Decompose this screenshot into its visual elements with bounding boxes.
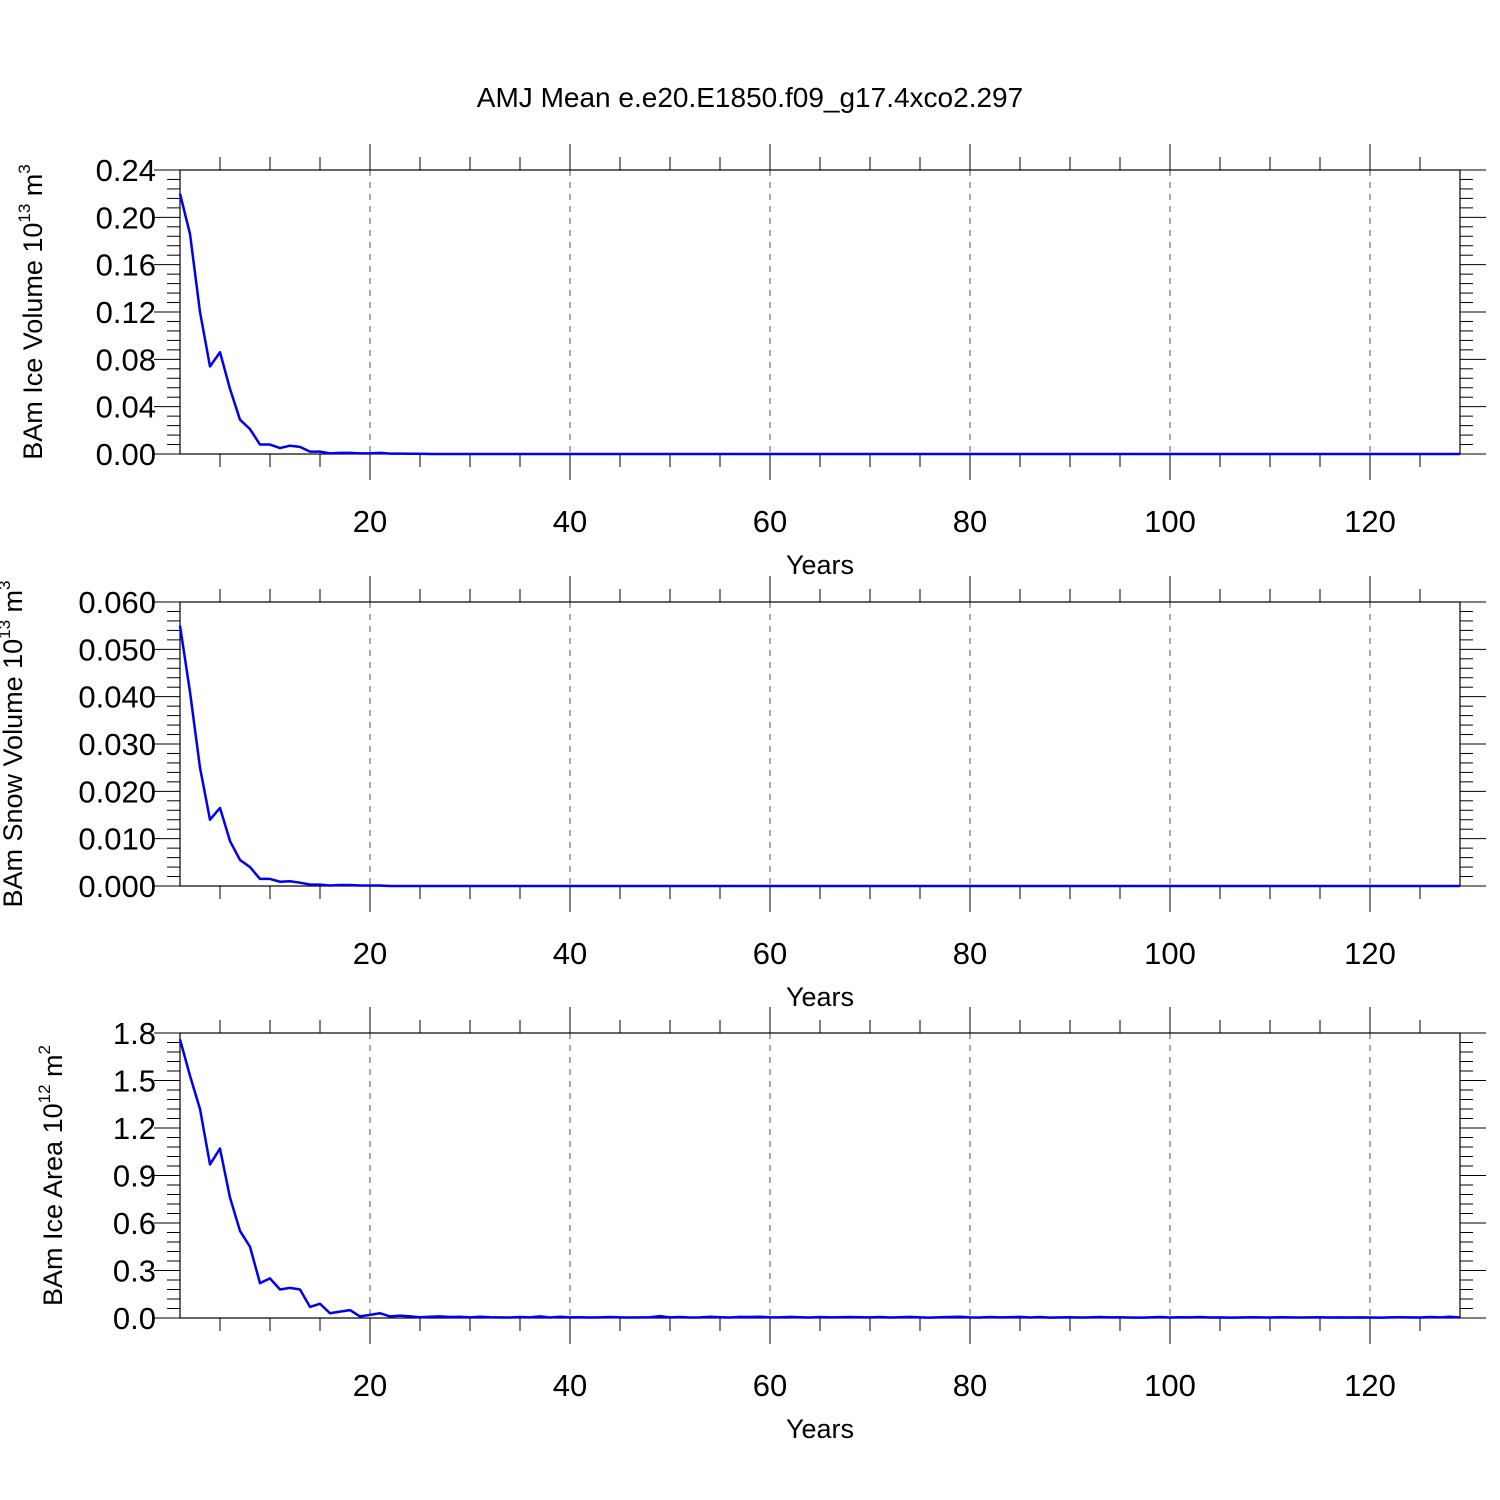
x-tick-label: 80 <box>953 1368 987 1403</box>
y-tick-label: 1.8 <box>113 1016 156 1051</box>
y-tick-label: 0.9 <box>113 1159 156 1194</box>
y-tick-label: 0.08 <box>96 342 156 377</box>
x-tick-label: 20 <box>353 504 387 539</box>
plot-frame <box>179 169 1461 455</box>
plot-frame <box>179 1032 1461 1319</box>
plot-frame <box>179 601 1461 887</box>
y-tick-label: 0.050 <box>78 632 156 667</box>
x-tick-label: 80 <box>953 936 987 971</box>
figure-title: AMJ Mean e.e20.E1850.f09_g17.4xco2.297 <box>477 82 1023 113</box>
x-tick-label: 120 <box>1344 1368 1396 1403</box>
y-tick-label: 0.020 <box>78 774 156 809</box>
y-axis-title-text: BAm Snow Volume 10 <box>0 639 28 908</box>
y-axis-title-exponent: 13 <box>0 620 14 639</box>
y-tick-label: 0.010 <box>78 822 156 857</box>
y-tick-label: 0.00 <box>96 437 156 472</box>
series-line <box>178 193 1460 456</box>
x-tick-label: 100 <box>1144 1368 1196 1403</box>
series-line <box>178 625 1460 888</box>
x-tick-label: 20 <box>353 1368 387 1403</box>
y-axis-title-exponent: 12 <box>35 1084 54 1103</box>
y-axis-title: BAm Ice Volume 1013 m3 <box>15 164 48 460</box>
y-tick-label: 0.24 <box>96 153 156 188</box>
x-tick-label: 120 <box>1344 936 1396 971</box>
x-tick-label: 40 <box>553 936 587 971</box>
y-tick-label: 0.000 <box>78 869 156 904</box>
y-tick-label: 0.04 <box>96 390 156 425</box>
y-axis-title-unit-exponent: 2 <box>35 1045 54 1054</box>
y-tick-label: 0.20 <box>96 200 156 235</box>
y-axis-title-exponent: 13 <box>15 204 34 223</box>
y-tick-label: 0.060 <box>78 585 156 620</box>
y-axis-title-unit-exponent: 3 <box>0 580 14 589</box>
x-tick-label: 20 <box>353 936 387 971</box>
y-axis-title-unit: m <box>38 1054 68 1084</box>
x-tick-label: 100 <box>1144 936 1196 971</box>
x-axis-title: Years <box>786 550 854 580</box>
series-line <box>178 1038 1461 1319</box>
y-tick-label: 0.040 <box>78 680 156 715</box>
y-axis-title-text: BAm Ice Volume 10 <box>18 223 48 460</box>
y-axis-title-unit-exponent: 3 <box>15 164 34 173</box>
y-axis-title-unit: m <box>0 590 28 620</box>
y-axis-title-text: BAm Ice Area 10 <box>38 1103 68 1306</box>
panels: 0.00 0.04 0.08 0.12 0.16 0.20 0.24 20 40 60 80 100 1… <box>0 144 1486 1444</box>
x-tick-label: 60 <box>753 1368 787 1403</box>
y-axis-title-unit: m <box>18 174 48 204</box>
y-tick-label: 0.3 <box>113 1254 156 1289</box>
panel-1: 0.00 0.04 0.08 0.12 0.16 0.20 0.24 20 40 60 80 100 1… <box>15 144 1486 580</box>
panel-3: 0.0 0.3 0.6 0.9 1.2 1.5 1.8 20 40 60 80 100 120 Years… <box>35 1007 1486 1444</box>
y-tick-label: 1.2 <box>113 1111 156 1146</box>
panel-2: 0.000 0.010 0.020 0.030 0.040 0.050 0.060 20 40 6… <box>0 576 1486 1012</box>
x-tick-label: 80 <box>953 504 987 539</box>
x-tick-label: 40 <box>553 1368 587 1403</box>
x-tick-label: 60 <box>753 504 787 539</box>
y-tick-label: 0.12 <box>96 295 156 330</box>
y-tick-label: 0.6 <box>113 1206 156 1241</box>
x-tick-label: 60 <box>753 936 787 971</box>
y-tick-label: 1.5 <box>113 1064 156 1099</box>
y-axis-title: BAm Ice Area 1012 m2 <box>35 1045 68 1306</box>
x-tick-label: 120 <box>1344 504 1396 539</box>
x-axis-title: Years <box>786 982 854 1012</box>
y-tick-label: 0.16 <box>96 248 156 283</box>
y-axis-title: BAm Snow Volume 1013 m3 <box>0 580 28 907</box>
y-tick-label: 0.030 <box>78 727 156 762</box>
x-tick-label: 40 <box>553 504 587 539</box>
y-tick-label: 0.0 <box>113 1301 156 1336</box>
x-axis-title: Years <box>786 1414 854 1444</box>
x-tick-label: 100 <box>1144 504 1196 539</box>
